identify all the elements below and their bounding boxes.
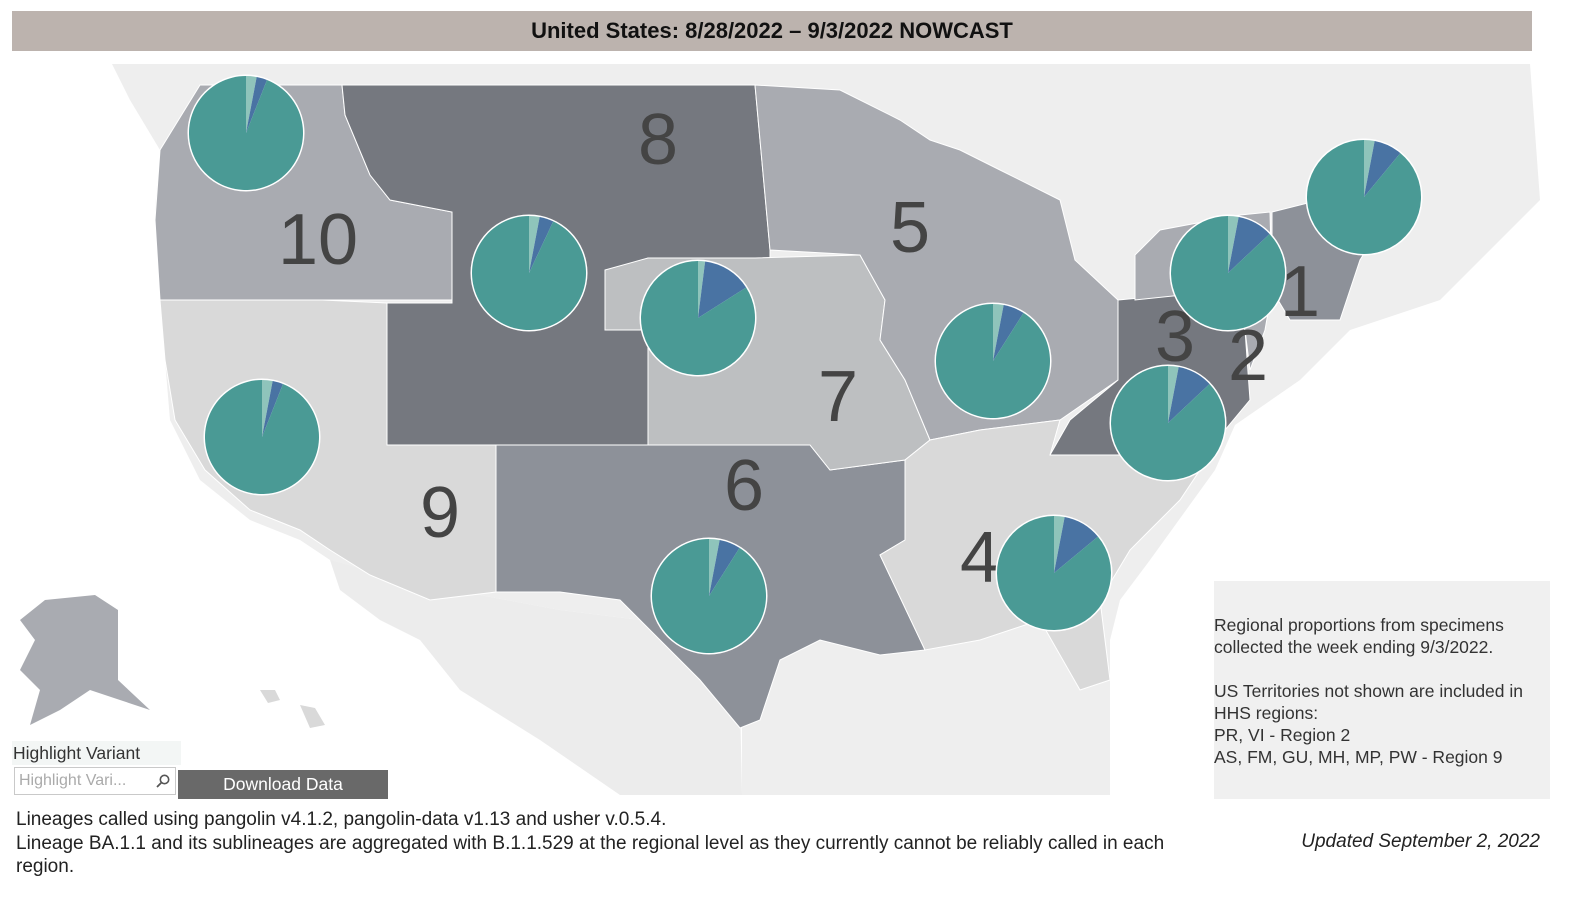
pie-slice-second[interactable]	[993, 305, 1024, 361]
region-label-10: 10	[278, 200, 358, 280]
pie-slice-second[interactable]	[1228, 217, 1270, 273]
region-3-pie[interactable]	[1109, 364, 1227, 482]
region-2-pie[interactable]	[1169, 214, 1287, 332]
info-panel: Regional proportions from specimens coll…	[1214, 581, 1550, 799]
pie-slice-main[interactable]	[997, 516, 1112, 630]
pie-slice-main[interactable]	[1171, 216, 1286, 331]
pie-slice-main[interactable]	[189, 76, 304, 191]
pie-slice-main[interactable]	[204, 380, 319, 494]
info-line	[1214, 658, 1550, 680]
pie-slice-third[interactable]	[1364, 140, 1375, 197]
info-line: collected the week ending 9/3/2022.	[1214, 637, 1494, 657]
pie-slice-third[interactable]	[262, 380, 273, 437]
pie-slice-second[interactable]	[1364, 141, 1401, 197]
footnote-lineage: Lineage BA.1.1 and its sublineages are a…	[16, 832, 1165, 878]
pie-slice-third[interactable]	[1228, 216, 1239, 273]
highlight-variant-input[interactable]	[15, 768, 155, 794]
region-label-4: 4	[960, 518, 1000, 598]
info-line: US Territories not shown are included in	[1214, 681, 1524, 701]
region-1-pie[interactable]	[1305, 138, 1423, 256]
pie-slice-second[interactable]	[1054, 517, 1098, 573]
map-title: United States: 8/28/2022 – 9/3/2022 NOWC…	[12, 11, 1532, 51]
region-4-pie[interactable]	[995, 514, 1113, 632]
region-label-1: 1	[1280, 252, 1320, 332]
region-5-pie[interactable]	[934, 302, 1052, 420]
info-line: Regional proportions from specimens	[1214, 615, 1504, 635]
highlight-variant-label: Highlight Variant	[12, 741, 181, 765]
region-9-area	[159, 299, 497, 601]
region-7-pie[interactable]	[639, 259, 757, 377]
pie-slice-third[interactable]	[246, 76, 257, 133]
pie-slice-main[interactable]	[641, 261, 755, 376]
pie-slice-main[interactable]	[1111, 366, 1225, 481]
region-label-9: 9	[420, 473, 460, 553]
info-line: AS, FM, GU, MH, MP, PW - Region 9	[1214, 747, 1503, 767]
region-pie-charts	[187, 74, 1423, 655]
pie-slice-second[interactable]	[698, 261, 747, 318]
footnotes: Lineages called using pangolin v4.1.2, p…	[16, 808, 1206, 879]
alaska-shape	[20, 595, 150, 725]
region-label-7: 7	[818, 357, 858, 437]
mexico-land	[330, 560, 742, 795]
pie-slice-main[interactable]	[652, 539, 766, 654]
pie-slice-second[interactable]	[262, 381, 283, 437]
region-10-pie[interactable]	[187, 74, 305, 192]
info-line: HHS regions:	[1214, 703, 1319, 723]
us-hhs-region-map: 10 8 5 1 3 2 7 6 9 4	[20, 64, 1540, 795]
pie-slice-second[interactable]	[529, 217, 554, 273]
region-6-pie[interactable]	[650, 537, 768, 655]
info-line: PR, VI - Region 2	[1214, 725, 1351, 745]
pie-slice-third[interactable]	[1054, 516, 1065, 573]
pie-slice-main[interactable]	[1307, 140, 1421, 254]
region-9-pie[interactable]	[203, 378, 321, 496]
footnote-pangolin: Lineages called using pangolin v4.1.2, p…	[16, 809, 667, 830]
pie-slice-third[interactable]	[709, 539, 720, 596]
pie-slice-main[interactable]	[935, 304, 1050, 419]
updated-date: Updated September 2, 2022	[1301, 831, 1540, 852]
highlight-variant-field[interactable]	[14, 767, 176, 795]
pie-slice-second[interactable]	[709, 540, 740, 596]
pie-slice-third[interactable]	[993, 304, 1004, 361]
region-label-6: 6	[724, 446, 764, 526]
region-label-8: 8	[638, 100, 678, 180]
region-label-5: 5	[890, 188, 930, 268]
pie-slice-second[interactable]	[1168, 367, 1210, 423]
region-8-pie[interactable]	[470, 214, 588, 332]
pie-slice-third[interactable]	[698, 261, 706, 318]
pie-slice-third[interactable]	[1168, 366, 1179, 423]
search-icon[interactable]	[155, 773, 171, 789]
pie-slice-third[interactable]	[529, 216, 540, 273]
pie-slice-second[interactable]	[246, 77, 267, 133]
hawaii-shape	[260, 690, 325, 728]
pie-slice-main[interactable]	[472, 215, 586, 330]
download-data-button[interactable]: Download Data	[178, 770, 388, 799]
